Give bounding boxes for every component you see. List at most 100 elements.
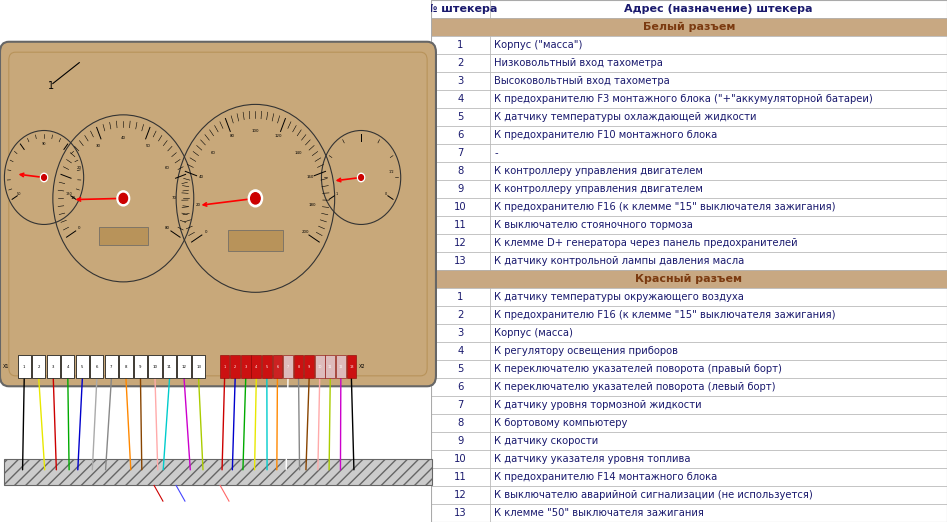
Text: 80: 80	[165, 227, 170, 230]
Text: 30: 30	[96, 145, 100, 148]
FancyBboxPatch shape	[431, 342, 491, 360]
FancyBboxPatch shape	[273, 355, 282, 378]
FancyBboxPatch shape	[491, 54, 947, 72]
Text: 7: 7	[110, 365, 113, 369]
FancyBboxPatch shape	[230, 355, 240, 378]
Text: 50: 50	[146, 145, 152, 148]
Circle shape	[5, 130, 83, 224]
Text: 1/2: 1/2	[389, 170, 395, 174]
FancyBboxPatch shape	[491, 486, 947, 504]
Circle shape	[42, 175, 46, 180]
Text: 5: 5	[81, 365, 83, 369]
Text: 10: 10	[455, 454, 467, 464]
Text: 12: 12	[182, 365, 187, 369]
Text: 40: 40	[199, 175, 204, 180]
FancyBboxPatch shape	[431, 396, 491, 414]
FancyBboxPatch shape	[491, 126, 947, 144]
Text: К контроллеру управления двигателем: К контроллеру управления двигателем	[494, 166, 704, 176]
Text: 9: 9	[457, 436, 464, 446]
FancyBboxPatch shape	[491, 162, 947, 180]
Text: 1: 1	[457, 292, 464, 302]
Circle shape	[358, 173, 365, 182]
FancyBboxPatch shape	[134, 355, 147, 378]
Text: 5: 5	[457, 364, 464, 374]
FancyBboxPatch shape	[0, 42, 436, 386]
FancyBboxPatch shape	[431, 180, 491, 198]
Text: 5: 5	[457, 112, 464, 122]
FancyBboxPatch shape	[431, 126, 491, 144]
FancyBboxPatch shape	[431, 270, 947, 288]
Text: 5: 5	[266, 365, 268, 369]
Circle shape	[53, 115, 194, 282]
FancyBboxPatch shape	[491, 396, 947, 414]
FancyBboxPatch shape	[491, 216, 947, 234]
Text: К предохранителю F3 монтажного блока ("+"аккумуляторной батареи): К предохранителю F3 монтажного блока ("+…	[494, 94, 873, 104]
FancyBboxPatch shape	[491, 234, 947, 252]
FancyBboxPatch shape	[431, 144, 491, 162]
FancyBboxPatch shape	[119, 355, 133, 378]
Text: К датчику указателя уровня топлива: К датчику указателя уровня топлива	[494, 454, 691, 464]
Text: 90: 90	[42, 141, 46, 146]
FancyBboxPatch shape	[491, 360, 947, 378]
FancyBboxPatch shape	[491, 414, 947, 432]
Text: К предохранителю F14 монтажного блока: К предохранителю F14 монтажного блока	[494, 472, 718, 482]
Text: 13: 13	[349, 365, 353, 369]
Text: 6: 6	[457, 130, 464, 140]
Text: К бортовому компьютеру: К бортовому компьютеру	[494, 418, 628, 428]
FancyBboxPatch shape	[76, 355, 89, 378]
FancyBboxPatch shape	[431, 90, 491, 108]
Text: 40: 40	[121, 136, 126, 140]
Text: 10: 10	[317, 365, 322, 369]
Text: К датчику температуры охлаждающей жидкости: К датчику температуры охлаждающей жидкос…	[494, 112, 757, 122]
Text: 9: 9	[308, 365, 311, 369]
FancyBboxPatch shape	[431, 360, 491, 378]
Text: 80: 80	[229, 134, 235, 138]
FancyBboxPatch shape	[431, 108, 491, 126]
Circle shape	[359, 175, 364, 180]
Text: 10: 10	[152, 365, 157, 369]
FancyBboxPatch shape	[347, 355, 356, 378]
Text: К датчику температуры окружающего воздуха: К датчику температуры окружающего воздух…	[494, 292, 744, 302]
FancyBboxPatch shape	[90, 355, 103, 378]
Text: К предохранителю F10 монтажного блока: К предохранителю F10 монтажного блока	[494, 130, 718, 140]
FancyBboxPatch shape	[98, 227, 148, 245]
Text: К контроллеру управления двигателем: К контроллеру управления двигателем	[494, 184, 704, 194]
Text: Красный разъем: Красный разъем	[635, 274, 742, 284]
Text: 4: 4	[255, 365, 258, 369]
Text: 20: 20	[196, 204, 201, 207]
FancyBboxPatch shape	[314, 355, 325, 378]
FancyBboxPatch shape	[62, 355, 75, 378]
Text: 6: 6	[96, 365, 98, 369]
FancyBboxPatch shape	[491, 468, 947, 486]
Text: 180: 180	[309, 204, 316, 207]
Text: 1: 1	[457, 40, 464, 50]
Text: Адрес (назначение) штекера: Адрес (назначение) штекера	[624, 4, 813, 14]
FancyBboxPatch shape	[491, 90, 947, 108]
Text: 100: 100	[252, 128, 259, 133]
FancyBboxPatch shape	[431, 414, 491, 432]
Text: 2: 2	[38, 365, 40, 369]
FancyBboxPatch shape	[431, 162, 491, 180]
Text: 4: 4	[66, 365, 69, 369]
FancyBboxPatch shape	[336, 355, 346, 378]
FancyBboxPatch shape	[491, 108, 947, 126]
Text: 3: 3	[457, 76, 464, 86]
FancyBboxPatch shape	[431, 72, 491, 90]
FancyBboxPatch shape	[491, 306, 947, 324]
FancyBboxPatch shape	[491, 378, 947, 396]
FancyBboxPatch shape	[46, 355, 60, 378]
Text: К клемме D+ генератора через панель предохранителей: К клемме D+ генератора через панель пред…	[494, 238, 798, 248]
FancyBboxPatch shape	[491, 342, 947, 360]
Text: 2: 2	[234, 365, 236, 369]
Text: К выключателю стояночного тормоза: К выключателю стояночного тормоза	[494, 220, 693, 230]
Text: К предохранителю F16 (к клемме "15" выключателя зажигания): К предохранителю F16 (к клемме "15" выкл…	[494, 202, 836, 212]
Text: 12: 12	[455, 490, 467, 500]
Text: 6: 6	[457, 382, 464, 392]
FancyBboxPatch shape	[177, 355, 190, 378]
Text: 8: 8	[125, 365, 127, 369]
Text: Корпус (масса): Корпус (масса)	[494, 328, 573, 338]
Text: 9: 9	[139, 365, 142, 369]
Text: 12: 12	[339, 365, 343, 369]
FancyBboxPatch shape	[491, 36, 947, 54]
FancyBboxPatch shape	[262, 355, 272, 378]
